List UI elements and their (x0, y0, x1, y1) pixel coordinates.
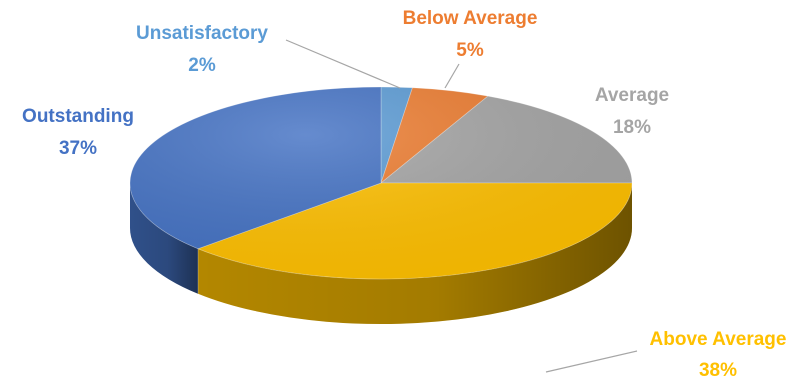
leader-line-above-average (545, 350, 638, 373)
slice-value-outstanding: 37% (59, 138, 97, 159)
pie-sides (130, 183, 632, 324)
slice-label-unsatisfactory: Unsatisfactory (136, 23, 268, 44)
leader-line-unsatisfactory (285, 39, 401, 89)
slice-value-above-average: 38% (699, 360, 737, 381)
slice-label-above-average: Above Average (650, 329, 787, 350)
leader-line-below-average (444, 63, 460, 89)
slice-value-average: 18% (613, 117, 651, 138)
leader-lines (285, 39, 638, 373)
pie-top-highlight (130, 87, 632, 279)
slice-label-below-average: Below Average (403, 8, 538, 29)
slice-side-shade-outstanding (130, 183, 199, 294)
slice-value-unsatisfactory: 2% (188, 55, 216, 76)
slice-side-shade-above-average (198, 183, 632, 324)
slice-value-below-average: 5% (456, 40, 484, 61)
slice-labels: Unsatisfactory 2% Below Average 5% Average 18… (22, 8, 786, 381)
slice-label-average: Average (595, 85, 669, 106)
slice-label-outstanding: Outstanding (22, 106, 134, 127)
pie-tops (129, 86, 633, 280)
